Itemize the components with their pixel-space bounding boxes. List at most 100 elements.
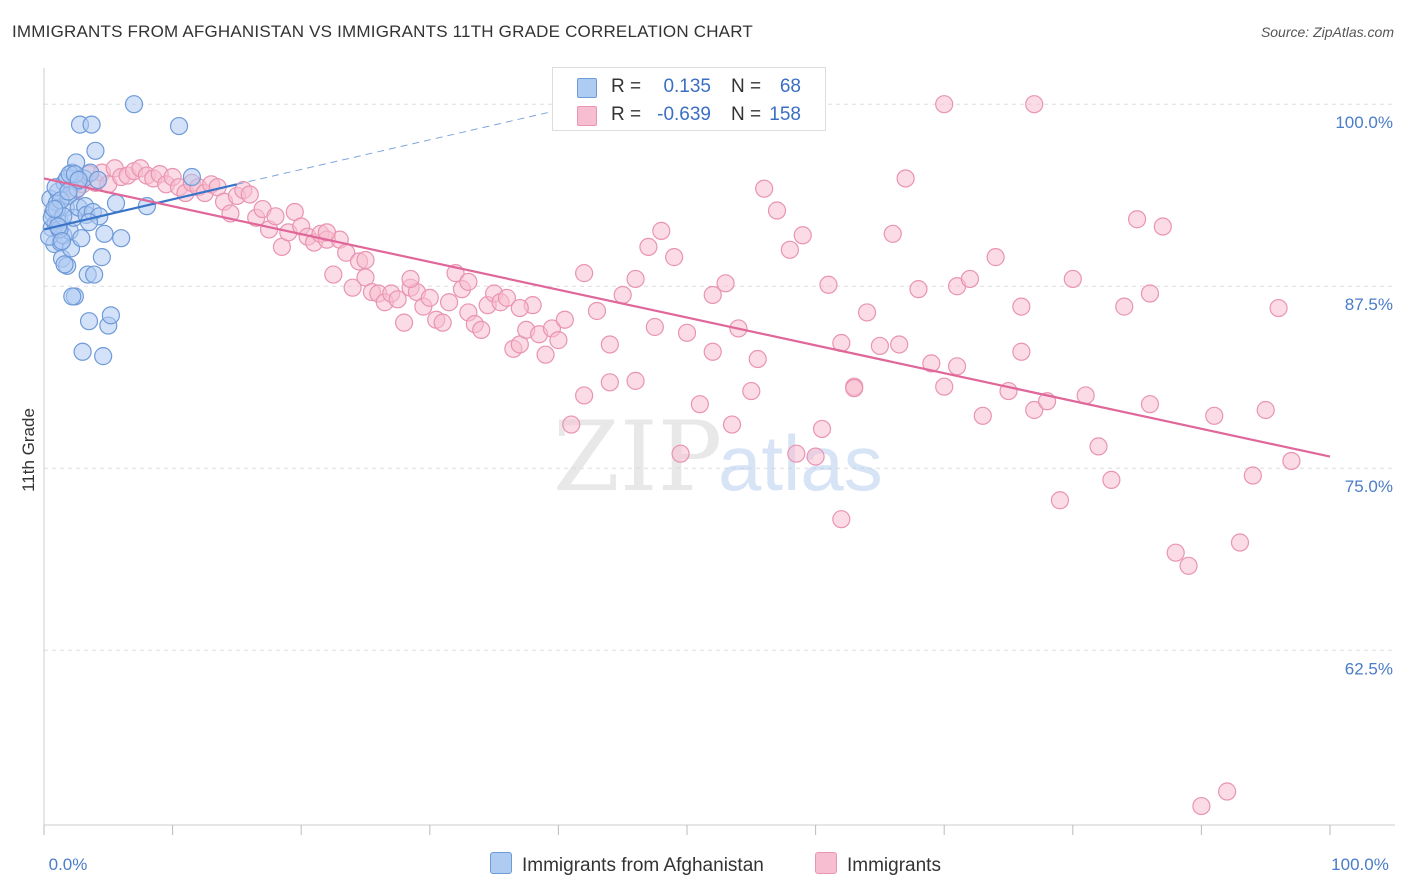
bottom-legend-swatch-immigrants xyxy=(815,852,837,874)
point-immigrants xyxy=(960,269,980,289)
legend-n-value: 158 xyxy=(769,104,801,125)
point-immigrants xyxy=(587,301,607,321)
point-afghanistan xyxy=(112,229,131,248)
point-immigrants xyxy=(420,288,439,307)
point-immigrants xyxy=(806,447,825,466)
point-immigrants xyxy=(613,285,632,305)
point-immigrants xyxy=(703,285,722,305)
point-immigrants xyxy=(755,179,774,198)
point-afghanistan xyxy=(169,116,189,136)
point-immigrants xyxy=(986,248,1005,267)
legend-r-value: 0.135 xyxy=(663,76,711,97)
point-immigrants xyxy=(722,415,742,434)
point-immigrants xyxy=(459,272,478,291)
point-immigrants xyxy=(1102,470,1121,489)
point-afghanistan xyxy=(86,141,105,160)
point-afghanistan xyxy=(55,255,74,274)
point-immigrants xyxy=(883,224,902,243)
point-immigrants xyxy=(1269,298,1288,318)
bottom-legend-label-immigrants: Immigrants xyxy=(847,855,941,876)
point-immigrants xyxy=(472,320,491,340)
x-tick-label: 0.0% xyxy=(49,855,88,874)
chart-title: IMMIGRANTS FROM AFGHANISTAN VS IMMIGRANT… xyxy=(12,22,753,41)
point-immigrants xyxy=(645,317,664,337)
point-immigrants xyxy=(748,349,767,369)
point-immigrants xyxy=(626,371,645,390)
point-immigrants xyxy=(1230,533,1250,552)
source-label: Source: ZipAtlas.com xyxy=(1260,24,1394,40)
point-afghanistan xyxy=(73,342,92,361)
y-tick-label: 100.0% xyxy=(1335,113,1393,132)
point-afghanistan xyxy=(79,312,99,331)
point-immigrants xyxy=(870,336,890,356)
point-immigrants xyxy=(1025,400,1044,420)
point-immigrants xyxy=(890,335,909,354)
legend-r-value: -0.639 xyxy=(657,104,711,125)
point-immigrants xyxy=(388,290,407,309)
point-immigrants xyxy=(1025,95,1044,114)
point-immigrants xyxy=(1063,269,1082,289)
point-immigrants xyxy=(536,345,555,364)
legend-swatch-afghanistan xyxy=(577,78,597,98)
point-immigrants xyxy=(665,248,684,267)
point-immigrants xyxy=(1140,284,1160,303)
point-afghanistan xyxy=(45,199,64,219)
points xyxy=(40,95,1301,816)
point-afghanistan xyxy=(63,287,82,306)
point-immigrants xyxy=(1012,342,1031,361)
point-immigrants xyxy=(439,293,459,312)
point-afghanistan xyxy=(82,115,101,134)
point-immigrants xyxy=(703,342,722,361)
point-immigrants xyxy=(1166,543,1185,562)
trend-extension-afghanistan xyxy=(236,103,585,185)
watermark: ZIP atlas xyxy=(553,401,883,513)
point-immigrants xyxy=(845,379,864,398)
point-immigrants xyxy=(819,275,838,294)
point-immigrants xyxy=(1140,395,1160,414)
point-immigrants xyxy=(1256,400,1275,420)
point-immigrants xyxy=(555,310,574,329)
point-afghanistan xyxy=(106,194,126,213)
point-immigrants xyxy=(690,395,709,414)
stats-legend: R = 0.135 N = 68 R = -0.639 N = 158 xyxy=(552,67,826,131)
point-immigrants xyxy=(1218,782,1237,801)
point-immigrants xyxy=(652,221,671,240)
point-immigrants xyxy=(600,335,619,354)
point-immigrants xyxy=(935,95,954,114)
legend-swatch-immigrants xyxy=(577,106,597,126)
point-immigrants xyxy=(1050,491,1070,510)
trend-line-immigrants xyxy=(43,177,1331,458)
point-immigrants xyxy=(1115,297,1134,316)
point-immigrants xyxy=(793,226,812,245)
bottom-legend-afghanistan: Immigrants from Afghanistan xyxy=(490,852,764,877)
point-immigrants xyxy=(401,269,420,289)
point-immigrants xyxy=(510,298,529,318)
point-immigrants xyxy=(909,280,928,299)
point-afghanistan xyxy=(72,229,91,248)
point-immigrants xyxy=(780,240,799,259)
point-immigrants xyxy=(1179,556,1198,575)
point-afghanistan xyxy=(52,231,72,251)
point-immigrants xyxy=(1012,297,1031,316)
legend-n-value: 68 xyxy=(779,76,801,97)
point-immigrants xyxy=(324,265,343,284)
point-immigrants xyxy=(575,386,594,405)
x-tick-label: 100.0% xyxy=(1331,855,1389,874)
point-immigrants xyxy=(497,288,517,307)
point-immigrants xyxy=(1243,466,1262,485)
point-immigrants xyxy=(1127,210,1147,229)
point-immigrants xyxy=(549,331,568,350)
point-immigrants xyxy=(896,169,915,188)
point-immigrants xyxy=(240,185,259,204)
point-immigrants xyxy=(812,419,832,439)
legend-r-label: R = xyxy=(611,76,642,97)
point-afghanistan xyxy=(85,265,104,284)
point-immigrants xyxy=(1153,217,1172,236)
legend-n-label: N = xyxy=(731,104,762,125)
point-immigrants xyxy=(716,274,735,293)
point-immigrants xyxy=(1089,437,1108,456)
point-immigrants xyxy=(857,303,877,322)
point-immigrants xyxy=(600,373,619,392)
point-immigrants xyxy=(767,201,787,220)
